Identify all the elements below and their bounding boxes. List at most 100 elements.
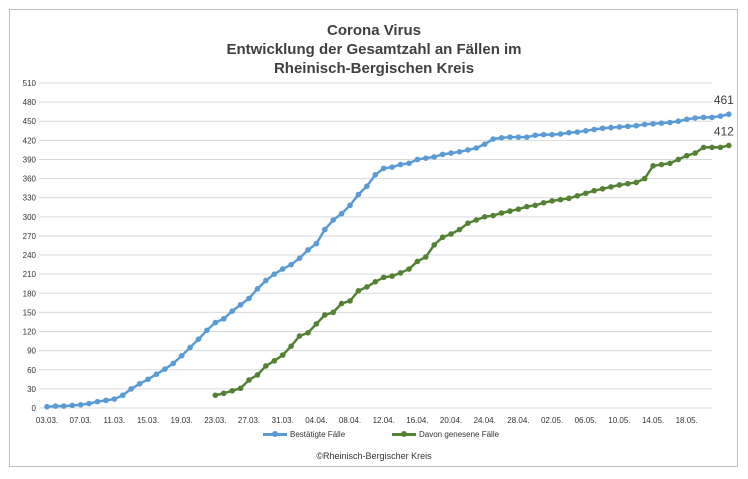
x-tick-label: 15.03. [137,416,159,425]
data-point [313,240,320,247]
x-tick-label: 12.04. [373,416,395,425]
data-point [77,402,84,408]
data-point [633,122,640,129]
y-tick-label: 510 [23,79,37,88]
data-point [414,258,421,265]
data-point [481,214,488,220]
data-point [254,372,261,378]
x-tick-label: 06.05. [575,416,597,425]
data-point [582,127,589,134]
data-point [549,198,555,204]
data-point [330,217,337,223]
data-point [212,319,219,326]
x-tick-label: 24.04. [474,416,496,425]
data-point [313,321,320,327]
data-point [726,142,732,149]
x-tick-label: 14.05. [642,416,664,425]
legend-item-recovered: Davon genesene Fälle [392,430,499,439]
data-point [380,274,387,281]
data-point [448,150,454,156]
x-tick-label: 31.03. [272,416,294,425]
data-point [481,141,488,147]
x-tick-label: 23.03. [204,416,226,425]
data-point [675,118,682,125]
data-point [69,402,76,409]
data-point [473,217,480,223]
series-layer: 461 412 [44,93,734,410]
data-point [372,171,379,178]
data-point [153,371,160,378]
legend-label-confirmed: Bestätigte Fälle [290,430,346,439]
data-point [406,160,412,167]
x-tick-label: 08.04. [339,416,361,425]
data-point [616,124,623,130]
data-point [465,220,471,226]
data-point [515,206,522,212]
y-tick-label: 480 [23,98,37,107]
data-point [490,212,496,219]
y-tick-label: 300 [23,213,37,222]
data-point [524,203,530,210]
x-tick-label: 19.03. [171,416,193,425]
data-point [540,131,547,138]
data-point [591,126,597,133]
data-point [692,115,698,121]
y-tick-label: 150 [23,308,37,317]
data-point [355,191,362,198]
data-point [498,135,505,141]
data-point [86,400,92,407]
data-point [574,129,581,135]
y-tick-label: 120 [23,328,37,337]
data-point [507,208,513,214]
data-point [456,226,463,233]
data-point [44,403,50,410]
data-point [709,144,715,151]
data-point [288,343,294,349]
data-point [305,247,311,253]
data-point [195,336,202,342]
x-axis-ticks: 03.03. 07.03. 11.03. 15.03. 19.03. 23.03. 27.0… [36,416,698,425]
data-point [372,279,379,285]
data-point [170,360,177,367]
y-tick-label: 450 [23,117,37,126]
data-point [389,164,395,170]
data-point [364,183,370,190]
data-point [111,396,118,402]
data-point [726,111,732,118]
y-tick-label: 240 [23,251,37,260]
data-point [145,376,151,383]
data-point [431,154,438,160]
data-point [61,403,67,409]
data-point [431,242,438,248]
data-point [591,187,597,194]
data-point [338,300,345,307]
data-point [608,124,614,131]
data-point [658,120,665,126]
data-point [279,352,286,358]
data-point [599,125,606,132]
data-point [641,175,648,182]
data-point [675,156,682,163]
data-point [263,277,269,284]
data-point [263,363,269,369]
chart-title-line-3: Rheinisch-Bergischen Kreis [273,60,475,77]
data-point [616,182,623,188]
data-point [557,196,564,203]
data-point [220,315,227,322]
data-point [658,161,665,168]
data-point [557,131,564,137]
data-point [490,136,496,142]
data-point [633,179,640,186]
data-point [279,266,286,272]
copyright-footer: ©Rheinisch-Bergischer Kreis [316,451,432,461]
data-point [566,195,572,202]
data-point [271,271,278,277]
data-point [599,185,606,192]
data-point [364,284,370,290]
data-point [700,114,707,121]
data-point [422,155,429,161]
y-tick-label: 210 [23,270,37,279]
x-tick-label: 02.05. [541,416,563,425]
data-point [162,366,168,372]
